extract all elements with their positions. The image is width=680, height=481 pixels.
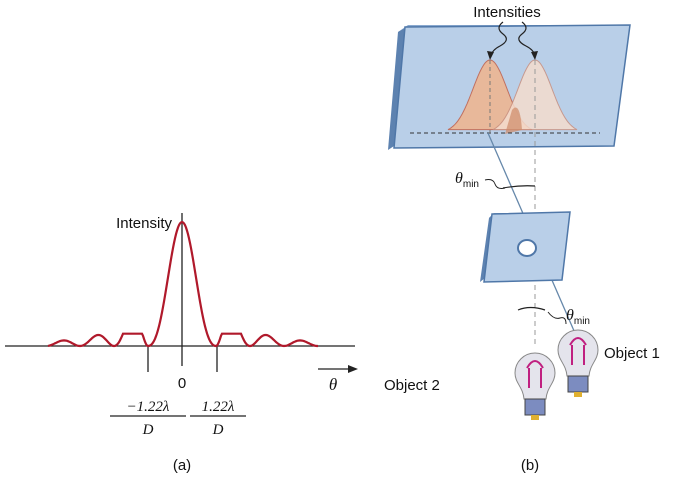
arrow-head-icon [531, 51, 538, 60]
theta-min-bottom: θmin [566, 307, 590, 327]
right-min-numerator: 1.22λ [202, 399, 235, 415]
intensities-label: Intensities [473, 4, 541, 21]
intensity-curve [47, 220, 318, 348]
object1-bulb-icon [557, 329, 599, 397]
right-min-denominator: D [212, 422, 224, 438]
overlap-region [505, 107, 522, 134]
aperture-hole [517, 239, 537, 257]
intensity-label: Intensity [116, 215, 172, 232]
angle-arc-top [502, 185, 536, 189]
angle-pointer [484, 179, 506, 189]
object2-bulb-icon [514, 352, 556, 420]
object1-label: Object 1 [604, 345, 660, 362]
angle-pointer [547, 311, 567, 325]
screen-side-edge [388, 28, 405, 150]
theta-min-top: θmin [455, 170, 479, 190]
theta-label: θ [329, 375, 337, 394]
pointer-arrow [518, 21, 536, 57]
arrow-head-icon [348, 365, 358, 373]
panel-b: Intensities θmin θmin Object 1 [384, 4, 660, 474]
caption-a: (a) [173, 457, 191, 474]
left-min-numerator: −1.22λ [127, 399, 170, 415]
origin-label: 0 [178, 375, 186, 392]
pointer-arrow [490, 21, 507, 57]
caption-b: (b) [521, 457, 539, 474]
object2-label: Object 2 [384, 377, 440, 394]
panel-a: Intensity 0 θ −1.22λ D 1.22λ D (a) [5, 213, 358, 474]
left-min-denominator: D [142, 422, 154, 438]
screen [393, 24, 631, 149]
angle-arc-bottom [517, 306, 546, 311]
arrow-head-icon [487, 51, 494, 60]
